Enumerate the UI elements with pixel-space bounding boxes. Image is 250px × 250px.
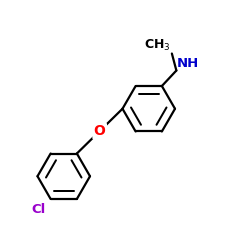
Text: O: O [94, 124, 106, 138]
Text: CH$_3$: CH$_3$ [144, 38, 171, 53]
Text: Cl: Cl [32, 204, 46, 216]
Text: NH: NH [177, 57, 200, 70]
